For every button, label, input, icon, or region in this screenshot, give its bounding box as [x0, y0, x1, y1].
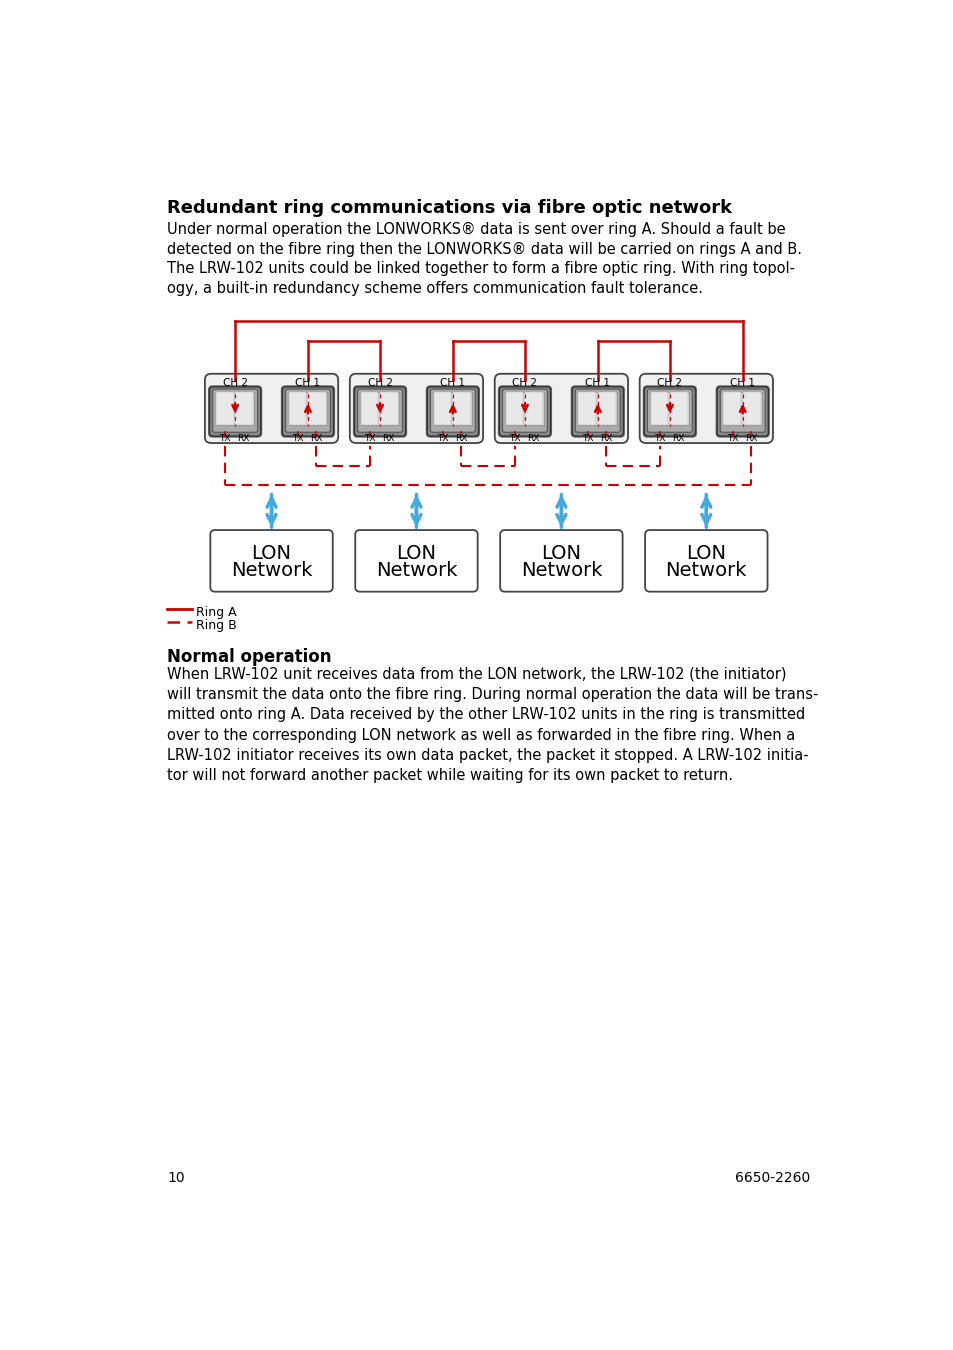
Text: TX: TX: [581, 433, 593, 443]
Bar: [578, 393, 596, 424]
Text: 10: 10: [167, 1170, 185, 1185]
Text: RX: RX: [599, 433, 612, 443]
FancyBboxPatch shape: [355, 387, 405, 436]
FancyBboxPatch shape: [357, 389, 402, 432]
Text: 6650-2260: 6650-2260: [735, 1170, 810, 1185]
FancyBboxPatch shape: [213, 389, 257, 432]
FancyBboxPatch shape: [205, 374, 337, 443]
Text: TX: TX: [654, 433, 665, 443]
Bar: [234, 393, 253, 424]
Bar: [598, 393, 615, 424]
FancyBboxPatch shape: [353, 385, 407, 437]
Bar: [215, 393, 233, 424]
FancyBboxPatch shape: [495, 374, 627, 443]
FancyBboxPatch shape: [642, 385, 697, 437]
FancyBboxPatch shape: [643, 387, 695, 436]
Text: RX: RX: [744, 433, 757, 443]
Text: CH 1: CH 1: [295, 378, 320, 387]
Bar: [650, 393, 688, 424]
FancyBboxPatch shape: [350, 374, 482, 443]
FancyBboxPatch shape: [639, 374, 772, 443]
Text: RX: RX: [527, 433, 539, 443]
FancyBboxPatch shape: [572, 387, 622, 436]
Text: Ring A: Ring A: [195, 606, 236, 620]
FancyBboxPatch shape: [647, 389, 692, 432]
FancyBboxPatch shape: [499, 531, 622, 591]
Text: Normal operation: Normal operation: [167, 648, 332, 666]
FancyBboxPatch shape: [644, 531, 767, 591]
FancyBboxPatch shape: [720, 389, 764, 432]
Text: TX: TX: [364, 433, 375, 443]
Bar: [215, 393, 254, 424]
FancyBboxPatch shape: [570, 385, 624, 437]
Text: Redundant ring communications via fibre optic network: Redundant ring communications via fibre …: [167, 198, 732, 217]
Bar: [524, 393, 542, 424]
Bar: [433, 393, 451, 424]
Text: CH 1: CH 1: [440, 378, 465, 387]
Bar: [578, 393, 617, 424]
Bar: [742, 393, 760, 424]
FancyBboxPatch shape: [208, 385, 262, 437]
Text: Network: Network: [375, 560, 456, 579]
FancyBboxPatch shape: [502, 389, 547, 432]
Text: CH 1: CH 1: [585, 378, 610, 387]
Text: TX: TX: [509, 433, 520, 443]
Bar: [505, 393, 544, 424]
FancyBboxPatch shape: [715, 385, 769, 437]
Text: RX: RX: [672, 433, 684, 443]
Text: TX: TX: [219, 433, 231, 443]
FancyBboxPatch shape: [210, 531, 333, 591]
Bar: [289, 393, 306, 424]
FancyBboxPatch shape: [425, 385, 479, 437]
FancyBboxPatch shape: [497, 385, 552, 437]
Text: RX: RX: [382, 433, 395, 443]
FancyBboxPatch shape: [575, 389, 619, 432]
Text: LON: LON: [396, 544, 436, 563]
Text: LON: LON: [540, 544, 580, 563]
FancyBboxPatch shape: [210, 387, 260, 436]
Text: LON: LON: [685, 544, 725, 563]
Bar: [308, 393, 325, 424]
FancyBboxPatch shape: [285, 389, 330, 432]
Text: CH 1: CH 1: [729, 378, 755, 387]
Text: LON: LON: [252, 544, 292, 563]
FancyBboxPatch shape: [355, 531, 477, 591]
Bar: [722, 393, 740, 424]
Bar: [379, 393, 397, 424]
Text: When LRW-102 unit receives data from the LON network, the LRW-102 (the initiator: When LRW-102 unit receives data from the…: [167, 667, 818, 783]
FancyBboxPatch shape: [280, 385, 335, 437]
FancyBboxPatch shape: [427, 387, 478, 436]
Bar: [650, 393, 668, 424]
Text: Network: Network: [231, 560, 312, 579]
Text: Ring B: Ring B: [195, 620, 236, 632]
Bar: [360, 393, 378, 424]
Text: TX: TX: [726, 433, 738, 443]
FancyBboxPatch shape: [430, 389, 475, 432]
Text: RX: RX: [455, 433, 467, 443]
Text: TX: TX: [292, 433, 303, 443]
Text: Network: Network: [520, 560, 601, 579]
Bar: [453, 393, 470, 424]
Text: CH 2: CH 2: [367, 378, 392, 387]
Text: CH 2: CH 2: [512, 378, 537, 387]
Text: CH 2: CH 2: [222, 378, 248, 387]
Text: The LRW-102 units could be linked together to form a fibre optic ring. With ring: The LRW-102 units could be linked togeth…: [167, 261, 795, 296]
Text: Network: Network: [665, 560, 746, 579]
Bar: [669, 393, 687, 424]
Bar: [360, 393, 399, 424]
FancyBboxPatch shape: [717, 387, 767, 436]
Text: RX: RX: [237, 433, 250, 443]
Bar: [289, 393, 327, 424]
Bar: [505, 393, 523, 424]
FancyBboxPatch shape: [498, 387, 550, 436]
Text: TX: TX: [436, 433, 448, 443]
Text: RX: RX: [310, 433, 322, 443]
FancyBboxPatch shape: [282, 387, 334, 436]
Text: Under normal operation the LONWORKS® data is sent over ring A. Should a fault be: Under normal operation the LONWORKS® dat…: [167, 221, 801, 258]
Bar: [722, 393, 761, 424]
Text: CH 2: CH 2: [657, 378, 681, 387]
Bar: [433, 393, 472, 424]
